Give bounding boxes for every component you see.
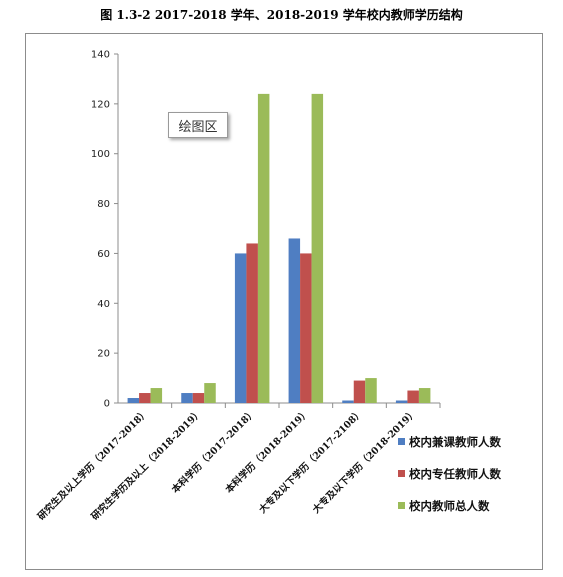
- bar: [192, 393, 205, 403]
- bar: [139, 393, 151, 403]
- bar: [395, 400, 408, 403]
- bar: [353, 380, 366, 403]
- bar: [311, 93, 324, 403]
- chart-axes: [117, 54, 441, 408]
- y-tick-label: 120: [91, 99, 110, 110]
- bar: [342, 400, 354, 403]
- legend-swatch: [398, 438, 405, 445]
- y-tick-label: 100: [91, 149, 110, 160]
- x-tick-label: 大专及以下学历（2017-2108）: [256, 407, 365, 516]
- chart-frame[interactable]: [25, 33, 543, 570]
- legend-label: 校内专任教师人数: [409, 467, 501, 481]
- bar: [418, 388, 431, 403]
- bar: [407, 390, 419, 403]
- x-tick-label: 本科学历（2018-2019）: [223, 407, 312, 496]
- legend-label: 校内兼课教师人数: [409, 435, 501, 449]
- legend-swatch: [398, 470, 405, 477]
- plot-area-tooltip: 绘图区: [168, 112, 228, 138]
- y-tick-label: 80: [97, 199, 110, 210]
- bars: [127, 93, 431, 403]
- y-tick-label: 0: [104, 399, 110, 410]
- y-tick-label: 140: [91, 50, 110, 61]
- x-tick-label: 本科学历（2017-2018）: [169, 407, 258, 496]
- y-tick-label: 20: [97, 349, 110, 360]
- y-tick-label: 60: [97, 249, 110, 260]
- x-tick-label: 研究生学历及以上（2018-2019）: [89, 407, 205, 523]
- bar: [234, 253, 247, 403]
- bar: [365, 378, 377, 403]
- y-tick-label: 40: [97, 299, 110, 310]
- legend-swatch: [398, 502, 405, 509]
- bar: [204, 383, 216, 403]
- legend-label: 校内教师总人数: [409, 499, 490, 513]
- x-tick-label: 大专及以下学历（2018-2019）: [310, 407, 419, 516]
- bar: [181, 393, 193, 403]
- x-axis-tick-labels: 研究生及以上学历（2017-2018）研究生学历及以上（2018-2019）本科…: [35, 407, 419, 523]
- bar: [257, 93, 270, 403]
- y-axis-ticks: 0 20 40 60 80 100 120 140: [91, 50, 118, 410]
- bar: [127, 398, 140, 403]
- x-tick-label: 研究生及以上学历（2017-2018）: [35, 407, 151, 523]
- bar: [288, 238, 301, 403]
- bar: [300, 253, 312, 403]
- bar: [150, 388, 163, 403]
- chart-title: 图 1.3-2 2017-2018 学年、2018-2019 学年校内教师学历结…: [100, 8, 463, 22]
- bar: [246, 243, 258, 403]
